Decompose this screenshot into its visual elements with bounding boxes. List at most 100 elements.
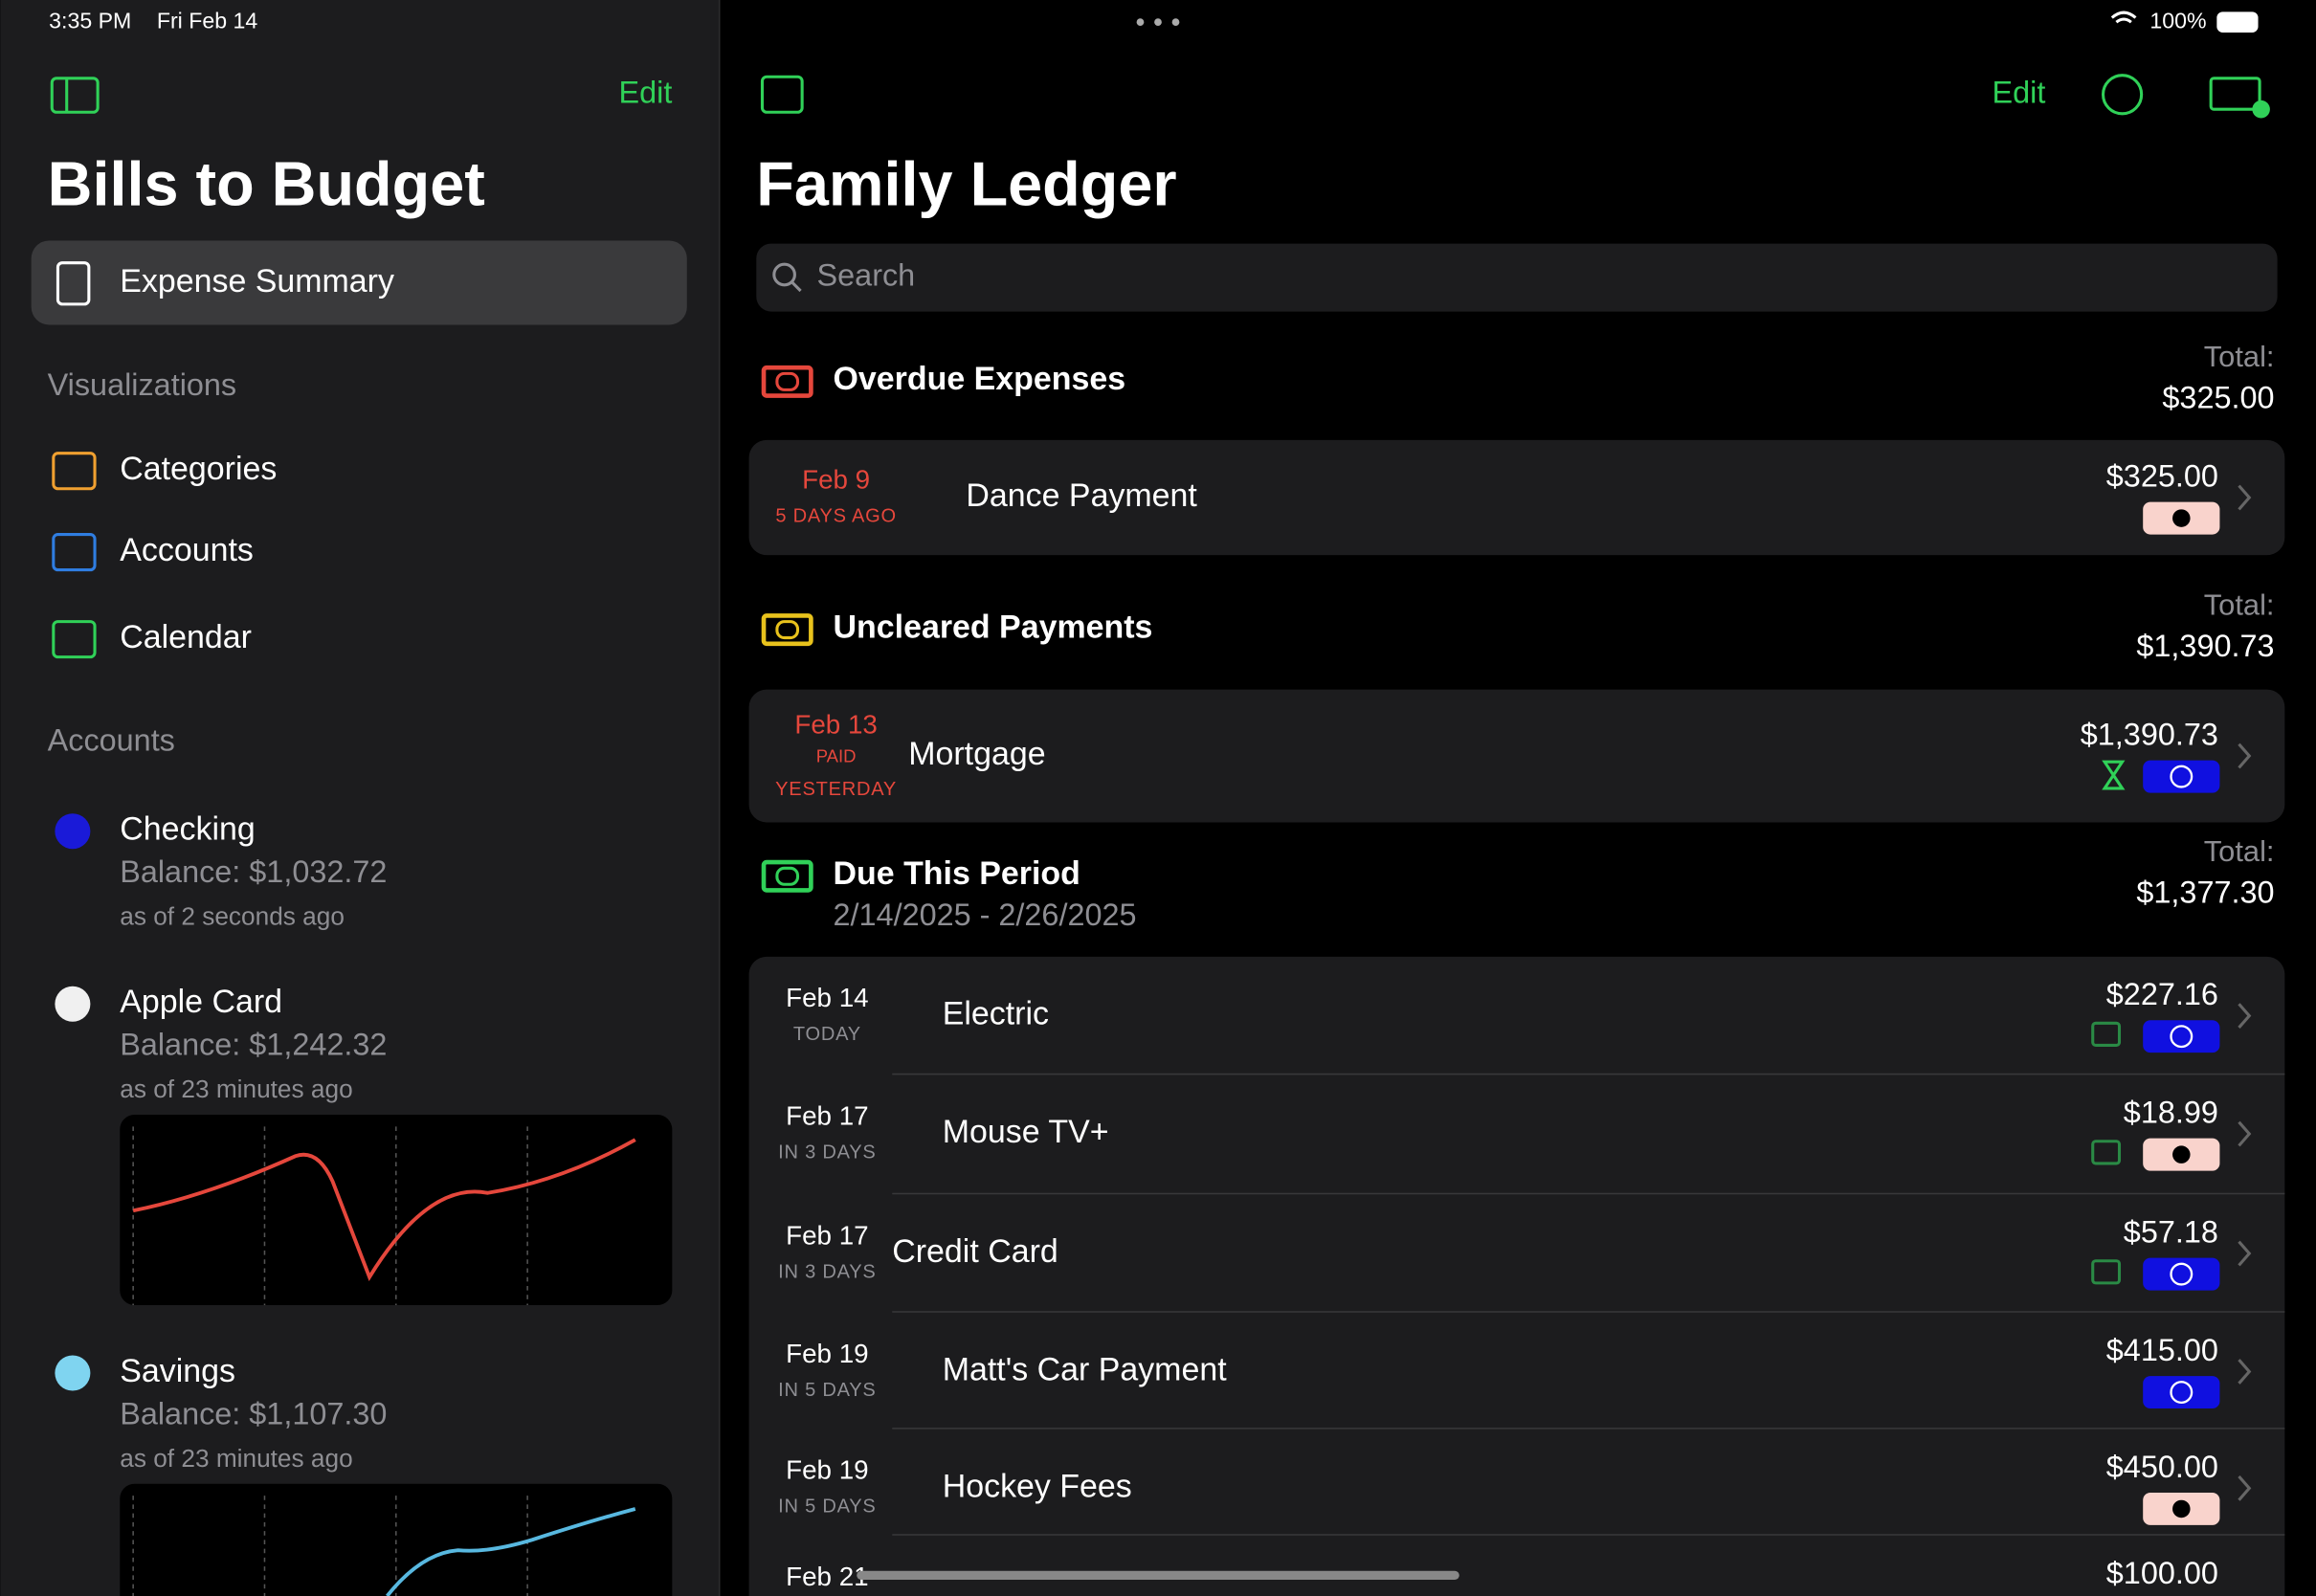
calendar-button[interactable] xyxy=(760,75,804,114)
chevron[interactable] xyxy=(2238,1003,2252,1029)
pending-icon xyxy=(2102,760,2126,790)
bill-amount: $450.00 xyxy=(2106,1450,2218,1484)
section-icon-center xyxy=(775,866,800,886)
home-indicator xyxy=(857,1570,1459,1581)
due-date: Feb 17 xyxy=(786,1220,868,1250)
search-placeholder: Search xyxy=(817,258,916,293)
bill-name[interactable]: Matt's Car Payment xyxy=(943,1351,1227,1387)
account-badge xyxy=(2143,1020,2220,1053)
account-name[interactable]: Savings xyxy=(120,1353,235,1389)
bill-amount: $415.00 xyxy=(2106,1333,2218,1367)
bill-name[interactable]: Mortgage xyxy=(908,736,1045,772)
section-icon xyxy=(761,859,813,893)
relative-date: IN 5 DAYS xyxy=(778,1380,876,1401)
section-icon xyxy=(761,613,813,647)
chevron[interactable] xyxy=(2238,484,2252,511)
account-icon xyxy=(55,986,91,1022)
bill-name[interactable]: Hockey Fees xyxy=(943,1468,1132,1504)
section-title: Overdue Expenses xyxy=(834,361,1126,397)
section-card xyxy=(748,439,2285,556)
account-badge-glyph xyxy=(2172,509,2191,527)
section-header: Accounts xyxy=(48,723,175,758)
status-time: 3:35 PM xyxy=(49,8,131,33)
main-edit[interactable]: Edit xyxy=(1993,75,2046,109)
nav-item[interactable]: Accounts xyxy=(120,532,254,568)
section-card xyxy=(748,689,2285,823)
account-name[interactable]: Apple Card xyxy=(120,984,282,1020)
nav-item[interactable]: Calendar xyxy=(120,619,252,655)
account-badge xyxy=(2143,760,2220,793)
chevron[interactable] xyxy=(2238,1359,2252,1385)
selected-item: Expense Summary xyxy=(120,263,394,299)
payment-status: PAID xyxy=(816,745,857,765)
relative-date: TODAY xyxy=(793,1024,861,1045)
account-badge-glyph xyxy=(2170,1262,2194,1286)
bill-name[interactable]: Credit Card xyxy=(892,1233,1058,1270)
bill-amount: $57.18 xyxy=(2124,1215,2218,1250)
section-title: Uncleared Payments xyxy=(834,609,1153,645)
selected-row[interactable] xyxy=(31,240,687,325)
relative-date: IN 3 DAYS xyxy=(778,1142,876,1163)
section-subtitle: 2/14/2025 - 2/26/2025 xyxy=(834,898,1137,932)
account-badge-glyph xyxy=(2170,1381,2194,1405)
chevron[interactable] xyxy=(2238,1120,2252,1147)
total-label: Total: xyxy=(2204,340,2275,373)
sparkline xyxy=(386,1507,636,1596)
search-icon xyxy=(772,262,796,287)
section-title: Due This Period xyxy=(834,855,1080,892)
account-updated: as of 23 minutes ago xyxy=(120,1444,352,1473)
nav-icon xyxy=(52,533,97,572)
battery-icon xyxy=(2216,11,2259,33)
sparkline xyxy=(132,1138,636,1282)
multitask-dot xyxy=(1171,18,1180,27)
autopay-icon xyxy=(2091,1140,2122,1165)
due-date: Feb 19 xyxy=(786,1339,868,1368)
bill-amount: $1,390.73 xyxy=(2081,718,2218,752)
nav-icon xyxy=(52,620,97,659)
chevron[interactable] xyxy=(2238,1240,2252,1267)
account-badge-glyph xyxy=(2172,1145,2191,1164)
account-balance: Balance: $1,107.30 xyxy=(120,1396,387,1430)
book-icon xyxy=(56,261,91,306)
bill-name[interactable]: Mouse TV+ xyxy=(943,1114,1109,1150)
chevron[interactable] xyxy=(2238,743,2252,769)
account-balance: Balance: $1,032.72 xyxy=(120,854,387,889)
add-bill-button[interactable] xyxy=(2209,77,2261,111)
bill-amount: $325.00 xyxy=(2106,458,2218,493)
section-icon xyxy=(761,365,813,398)
section-header: Visualizations xyxy=(48,367,236,402)
bill-name[interactable]: Electric xyxy=(943,996,1049,1032)
search-field[interactable] xyxy=(756,243,2278,312)
due-date: Feb 13 xyxy=(794,709,877,739)
bill-amount: $100.00 xyxy=(2106,1556,2218,1590)
search-icon-handle xyxy=(791,280,802,293)
account-icon xyxy=(55,813,91,850)
autopay-icon xyxy=(2091,1021,2122,1047)
filter-button[interactable] xyxy=(2101,74,2144,116)
due-date: Feb 17 xyxy=(786,1100,868,1130)
account-badge-glyph xyxy=(2172,1499,2191,1518)
battery-percent: 100% xyxy=(2149,8,2206,33)
chevron[interactable] xyxy=(2238,1474,2252,1501)
multitask-dot xyxy=(1136,18,1145,27)
sidebar-toggle[interactable] xyxy=(50,77,100,114)
due-date: Feb 19 xyxy=(786,1455,868,1485)
status-date: Fri Feb 14 xyxy=(157,8,258,33)
nav-item[interactable]: Categories xyxy=(120,451,277,487)
nav-icon xyxy=(52,452,97,491)
account-icon xyxy=(55,1355,91,1391)
section-total: $1,390.73 xyxy=(2136,629,2274,663)
account-updated: as of 23 minutes ago xyxy=(120,1075,352,1103)
bill-name[interactable]: Dance Payment xyxy=(966,477,1197,514)
section-icon-center xyxy=(775,620,800,640)
sidebar-edit[interactable]: Edit xyxy=(619,75,673,109)
relative-date: YESTERDAY xyxy=(775,779,897,800)
account-badge xyxy=(2143,1257,2220,1291)
account-name[interactable]: Checking xyxy=(120,811,255,848)
account-updated: as of 2 seconds ago xyxy=(120,902,345,931)
total-label: Total: xyxy=(2204,834,2275,868)
bill-amount: $18.99 xyxy=(2124,1096,2218,1130)
relative-date: IN 3 DAYS xyxy=(778,1261,876,1282)
